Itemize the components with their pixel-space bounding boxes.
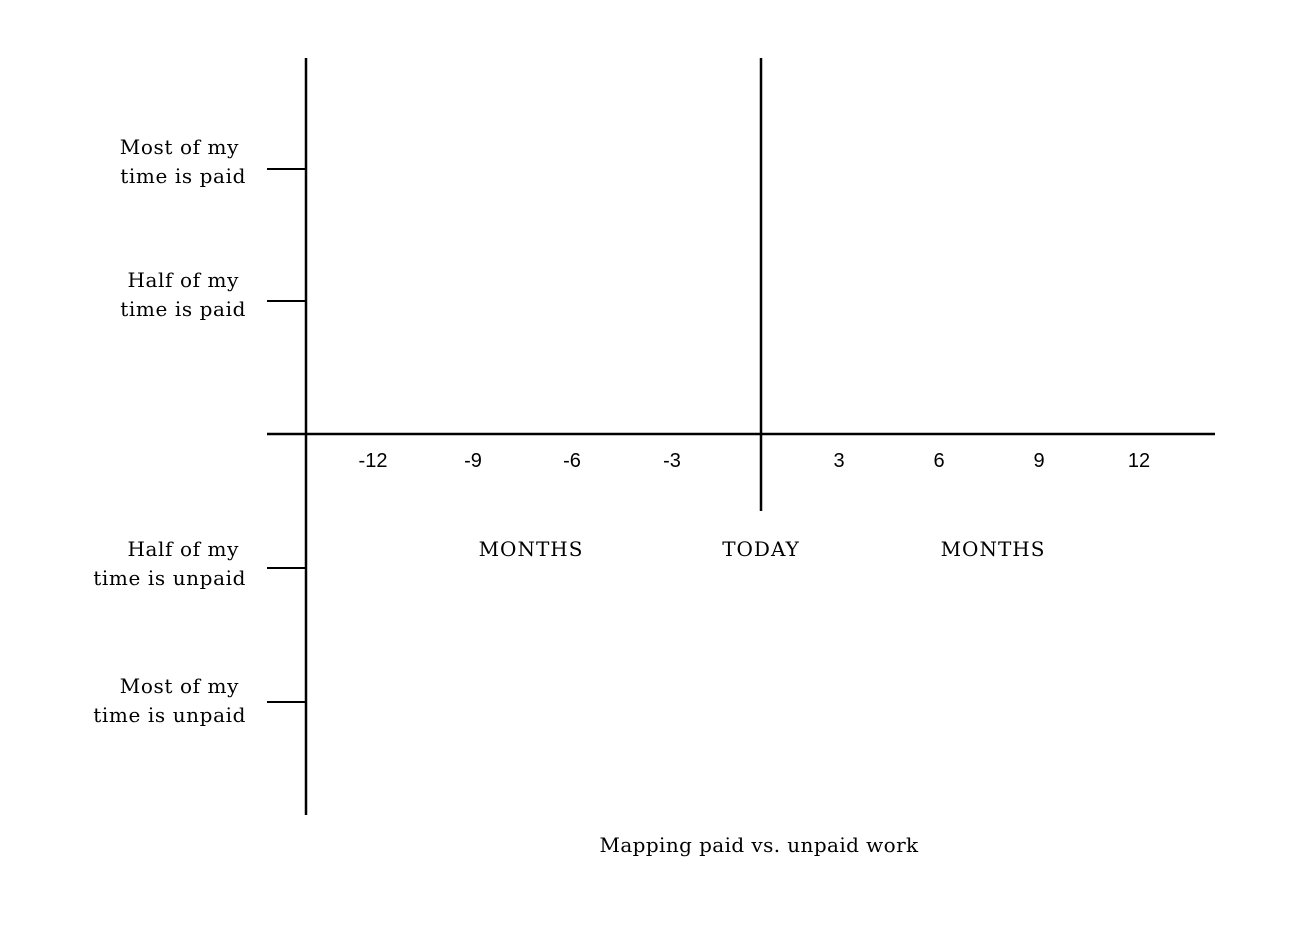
y-label-half-unpaid-line1: Half of my	[127, 537, 239, 561]
diagram-caption: Mapping paid vs. unpaid work	[599, 833, 919, 857]
x-tick-label-9: 9	[1033, 450, 1044, 472]
x-tick-label-minus-12: -12	[359, 450, 388, 472]
y-label-most-unpaid: Most of my time is unpaid	[93, 674, 246, 727]
x-tick-label-3: 3	[833, 450, 844, 472]
x-tick-label-minus-3: -3	[663, 450, 681, 472]
y-label-most-paid: Most of my time is paid	[120, 135, 246, 188]
y-label-half-paid-line2: time is paid	[120, 297, 246, 321]
x-tick-label-minus-6: -6	[563, 450, 581, 472]
x-tick-label-minus-9: -9	[464, 450, 482, 472]
y-label-most-paid-line1: Most of my	[120, 135, 239, 159]
y-label-most-paid-line2: time is paid	[120, 164, 246, 188]
y-label-half-paid-line1: Half of my	[127, 268, 239, 292]
y-label-half-unpaid: Half of my time is unpaid	[93, 537, 246, 590]
x-tick-label-12: 12	[1128, 450, 1150, 472]
today-label: TODAY	[722, 537, 800, 561]
y-label-half-unpaid-line2: time is unpaid	[93, 566, 246, 590]
y-label-half-paid: Half of my time is paid	[120, 268, 246, 321]
y-label-most-unpaid-line2: time is unpaid	[93, 703, 246, 727]
y-label-most-unpaid-line1: Most of my	[120, 674, 239, 698]
future-months-label: MONTHS	[941, 537, 1046, 561]
past-months-label: MONTHS	[479, 537, 584, 561]
x-tick-label-6: 6	[933, 450, 944, 472]
